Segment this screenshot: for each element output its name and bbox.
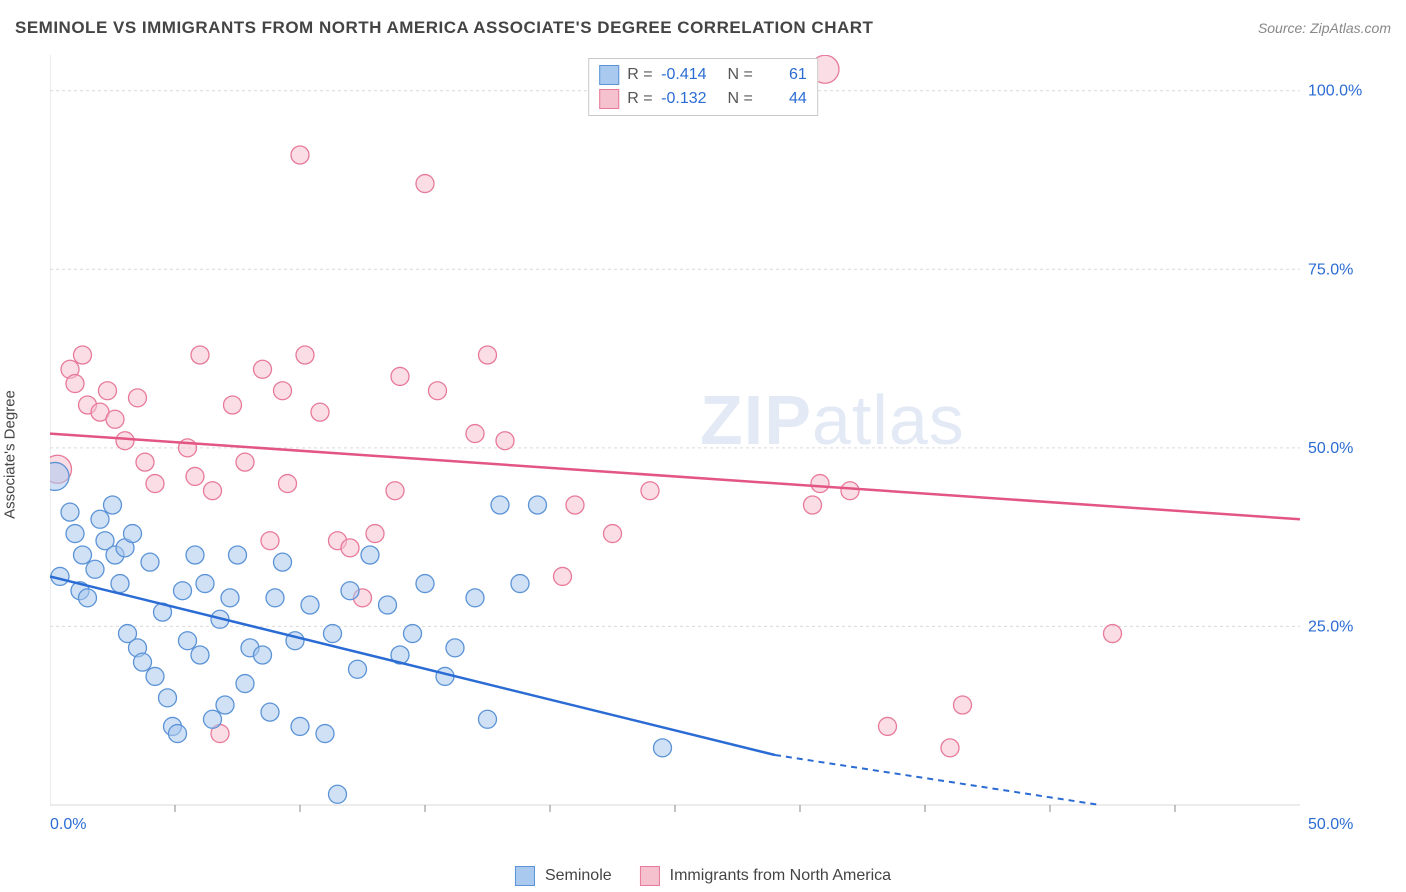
legend-item-series1: Seminole	[515, 866, 612, 886]
source-attribution: Source: ZipAtlas.com	[1258, 20, 1391, 36]
chart-plot-area: 25.0% 50.0% 75.0% 100.0% 0.0% 50.0%	[50, 55, 1370, 835]
legend: Seminole Immigrants from North America	[515, 866, 891, 886]
correlation-stats-box: R = -0.414 N = 61 R = -0.132 N = 44	[588, 58, 818, 116]
series1-swatch	[515, 866, 535, 886]
series1-swatch	[599, 65, 619, 85]
svg-text:100.0%: 100.0%	[1308, 83, 1362, 100]
svg-text:0.0%: 0.0%	[50, 816, 86, 833]
svg-text:50.0%: 50.0%	[1308, 816, 1353, 833]
series2-swatch	[599, 89, 619, 109]
svg-text:75.0%: 75.0%	[1308, 261, 1353, 278]
stats-row-series1: R = -0.414 N = 61	[599, 63, 807, 87]
series2-swatch	[640, 866, 660, 886]
y-axis-label: Associate's Degree	[2, 390, 19, 519]
legend-item-series2: Immigrants from North America	[640, 866, 891, 886]
stats-row-series2: R = -0.132 N = 44	[599, 87, 807, 111]
chart-title: SEMINOLE VS IMMIGRANTS FROM NORTH AMERIC…	[15, 18, 873, 38]
svg-text:25.0%: 25.0%	[1308, 618, 1353, 635]
scatter-chart-svg: 25.0% 50.0% 75.0% 100.0% 0.0% 50.0%	[50, 55, 1370, 835]
svg-text:50.0%: 50.0%	[1308, 440, 1353, 457]
